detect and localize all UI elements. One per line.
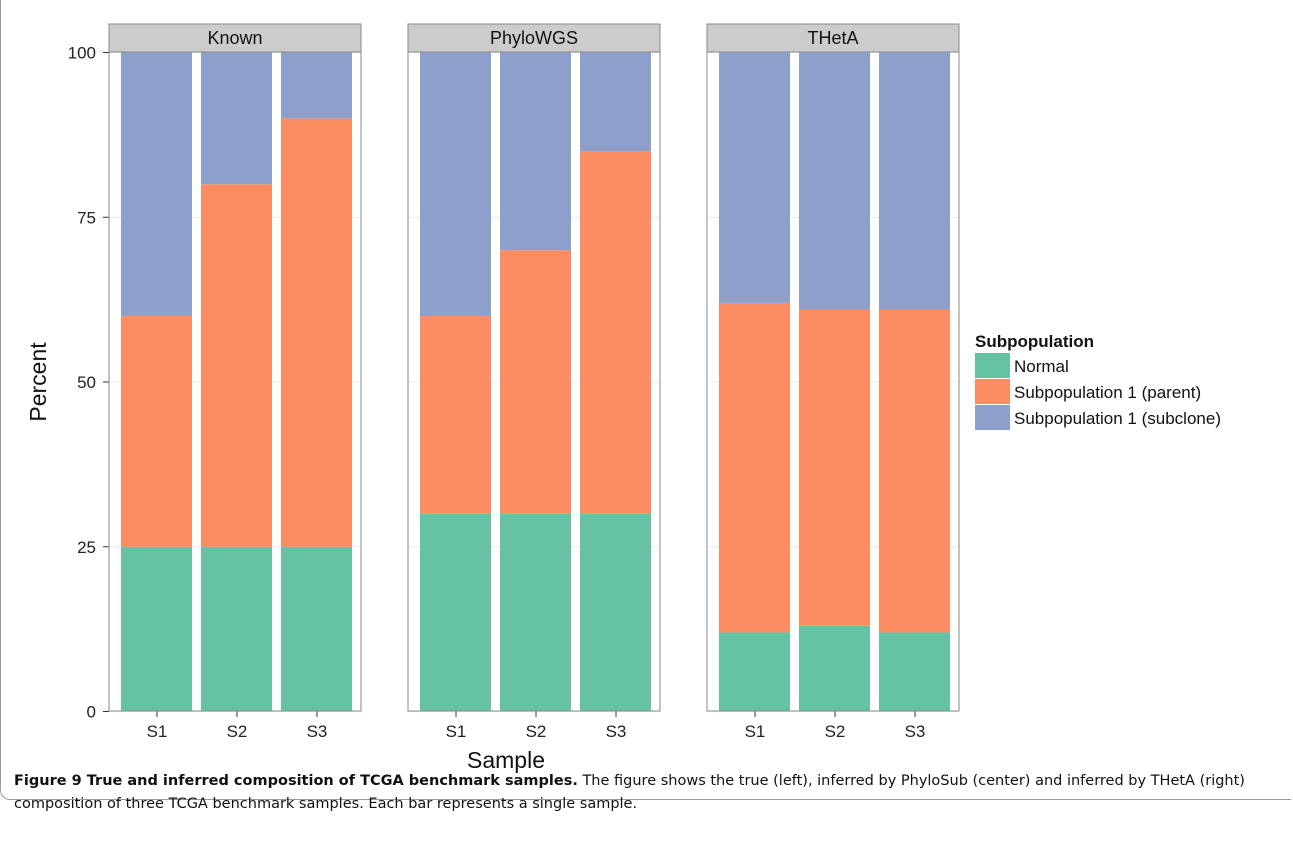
bar-theta-s3-subpopulation-1-subclone [879,52,950,310]
caption-label: Figure 9 True and inferred composition o… [14,773,578,789]
figure-caption: Figure 9 True and inferred composition o… [14,770,1269,816]
panel-border-theta [706,51,960,712]
legend-swatch-normal [975,353,1010,378]
caption-text: The figure shows the true (left), inferr… [14,773,1245,812]
bar-known-s1-subpopulation-1-subclone [121,52,192,317]
bar-phylowgs-s2-subpopulation-1-subclone [500,52,571,251]
x-tick-label-phylowgs-s3: S3 [606,722,627,741]
bar-phylowgs-s1-subpopulation-1-parent [420,316,491,514]
bar-theta-s3-subpopulation-1-parent [879,309,950,633]
bar-known-s3-subpopulation-1-parent [281,118,352,547]
bar-theta-s2-subpopulation-1-subclone [799,52,870,310]
panel-title-theta: THetA [807,28,858,48]
x-axis-title: Sample [467,747,545,773]
panel-border-phylowgs [407,51,661,712]
x-tick-label-known-s3: S3 [307,722,328,741]
y-axis-title: Percent [25,342,51,422]
bar-theta-s2-normal [799,625,870,712]
y-tick-label-100: 100 [68,44,96,63]
bar-known-s3-subpopulation-1-subclone [281,52,352,119]
y-tick-label-75: 75 [77,208,96,227]
panel-strip-theta [706,23,960,53]
bar-theta-s1-subpopulation-1-parent [719,302,790,633]
bar-phylowgs-s1-normal [420,513,491,712]
bar-theta-s1-normal [719,632,790,712]
figure-frame [0,0,1291,800]
bar-theta-s3-normal [879,632,950,712]
legend-label-subpopulation-1-subclone: Subpopulation 1 (subclone) [1014,409,1221,428]
bar-phylowgs-s2-normal [500,513,571,712]
bar-theta-s1-subpopulation-1-subclone [719,52,790,303]
bar-phylowgs-s3-subpopulation-1-subclone [580,52,651,152]
bar-phylowgs-s3-normal [580,513,651,712]
y-tick-label-25: 25 [77,538,96,557]
panel-title-known: Known [207,28,262,48]
legend-swatch-subpopulation-1-subclone [975,405,1010,430]
legend-swatch-subpopulation-1-parent [975,379,1010,404]
x-tick-label-phylowgs-s1: S1 [446,722,467,741]
y-tick-label-50: 50 [77,373,96,392]
bar-phylowgs-s1-subpopulation-1-subclone [420,52,491,317]
legend-title: Subpopulation [975,332,1094,351]
panel-title-phylowgs: PhyloWGS [490,28,578,48]
y-tick-label-0: 0 [87,703,96,722]
panel-strip-known [108,23,362,53]
bar-theta-s2-subpopulation-1-parent [799,309,870,626]
panel-border-known [108,51,362,712]
panel-strip-phylowgs [407,23,661,53]
bar-known-s3-normal [281,546,352,712]
x-tick-label-theta-s3: S3 [905,722,926,741]
x-tick-label-theta-s2: S2 [825,722,846,741]
bar-known-s2-subpopulation-1-subclone [201,52,272,185]
stacked-bar-chart: 0 25 50 75 100 Known S1 S2 S3 PhyloWGS S1 S2 S3 THetA… [25,23,1221,773]
x-tick-label-known-s2: S2 [227,722,248,741]
bar-known-s1-subpopulation-1-parent [121,316,192,547]
bar-known-s2-subpopulation-1-parent [201,184,272,547]
legend-label-subpopulation-1-parent: Subpopulation 1 (parent) [1014,383,1201,402]
bar-known-s2-normal [201,546,272,712]
bar-known-s1-normal [121,546,192,712]
bar-phylowgs-s3-subpopulation-1-parent [580,151,651,514]
legend-label-normal: Normal [1014,357,1069,376]
bar-phylowgs-s2-subpopulation-1-parent [500,250,571,514]
x-tick-label-theta-s1: S1 [745,722,766,741]
x-tick-label-known-s1: S1 [147,722,168,741]
x-tick-label-phylowgs-s2: S2 [526,722,547,741]
